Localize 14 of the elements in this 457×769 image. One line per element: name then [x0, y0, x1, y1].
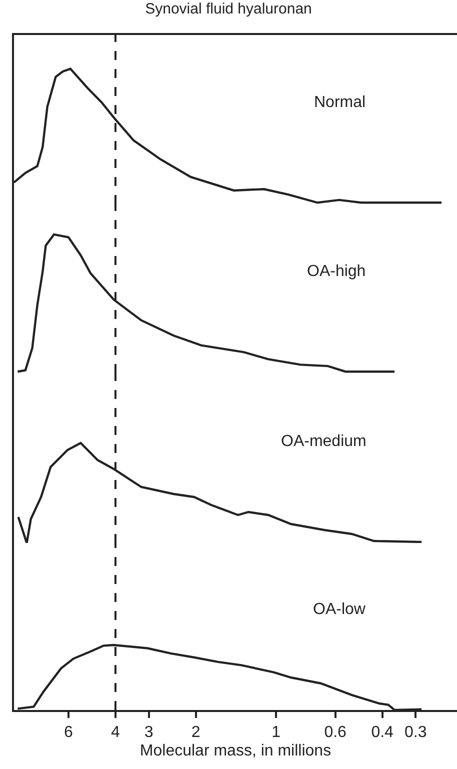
x-tick-label: 4 — [111, 724, 120, 742]
x-axis-title: Molecular mass, in millions — [140, 742, 332, 760]
x-tick-label: 0.6 — [324, 724, 347, 742]
x-tick-label: 6 — [64, 724, 74, 742]
x-tick-label: 1 — [272, 724, 281, 742]
x-tick-label: 2 — [191, 724, 200, 742]
text: OA-high — [307, 263, 366, 280]
text: OA-low — [313, 601, 366, 618]
x-tick-label: 3 — [144, 724, 154, 742]
text: Normal — [314, 94, 366, 111]
x-tick-label: 0.4 — [371, 724, 394, 742]
chart-title: Synovial fluid hyaluronan — [145, 0, 312, 18]
text: OA-medium — [281, 433, 366, 450]
x-tick-label: 0.3 — [404, 724, 427, 742]
